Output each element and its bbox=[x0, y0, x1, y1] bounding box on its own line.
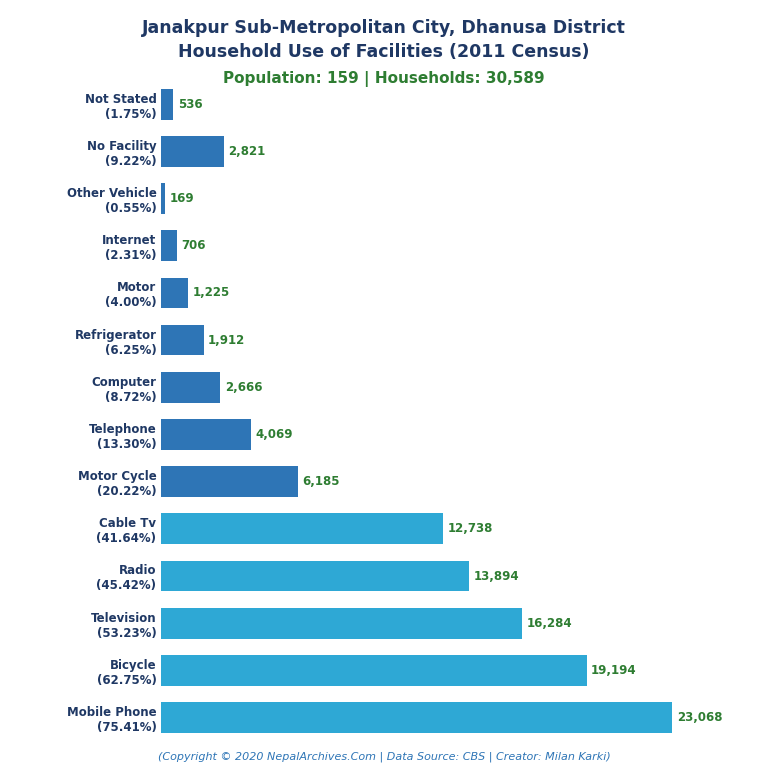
Text: 19,194: 19,194 bbox=[591, 664, 637, 677]
Text: 1,912: 1,912 bbox=[208, 333, 245, 346]
Text: 1,225: 1,225 bbox=[193, 286, 230, 300]
Bar bbox=[161, 702, 672, 733]
Text: 6,185: 6,185 bbox=[303, 475, 340, 488]
Text: Janakpur Sub-Metropolitan City, Dhanusa District
Household Use of Facilities (20: Janakpur Sub-Metropolitan City, Dhanusa … bbox=[142, 19, 626, 61]
Bar bbox=[161, 184, 165, 214]
Bar bbox=[161, 325, 204, 356]
Bar bbox=[161, 655, 587, 686]
Text: 536: 536 bbox=[177, 98, 202, 111]
Bar bbox=[161, 136, 223, 167]
Bar bbox=[161, 372, 220, 402]
Text: 23,068: 23,068 bbox=[677, 711, 722, 724]
Bar bbox=[161, 514, 443, 545]
Bar bbox=[161, 230, 177, 261]
Text: 13,894: 13,894 bbox=[474, 570, 519, 582]
Bar bbox=[161, 89, 173, 120]
Bar bbox=[161, 561, 469, 591]
Text: 706: 706 bbox=[181, 240, 206, 252]
Text: 169: 169 bbox=[170, 192, 194, 205]
Text: 16,284: 16,284 bbox=[527, 617, 572, 630]
Text: (Copyright © 2020 NepalArchives.Com | Data Source: CBS | Creator: Milan Karki): (Copyright © 2020 NepalArchives.Com | Da… bbox=[157, 751, 611, 762]
Text: 2,821: 2,821 bbox=[228, 145, 266, 158]
Text: Population: 159 | Households: 30,589: Population: 159 | Households: 30,589 bbox=[223, 71, 545, 87]
Bar bbox=[161, 277, 188, 308]
Bar bbox=[161, 607, 522, 638]
Text: 12,738: 12,738 bbox=[448, 522, 493, 535]
Bar bbox=[161, 466, 298, 497]
Bar bbox=[161, 419, 251, 450]
Text: 2,666: 2,666 bbox=[225, 381, 263, 394]
Text: 4,069: 4,069 bbox=[256, 428, 293, 441]
